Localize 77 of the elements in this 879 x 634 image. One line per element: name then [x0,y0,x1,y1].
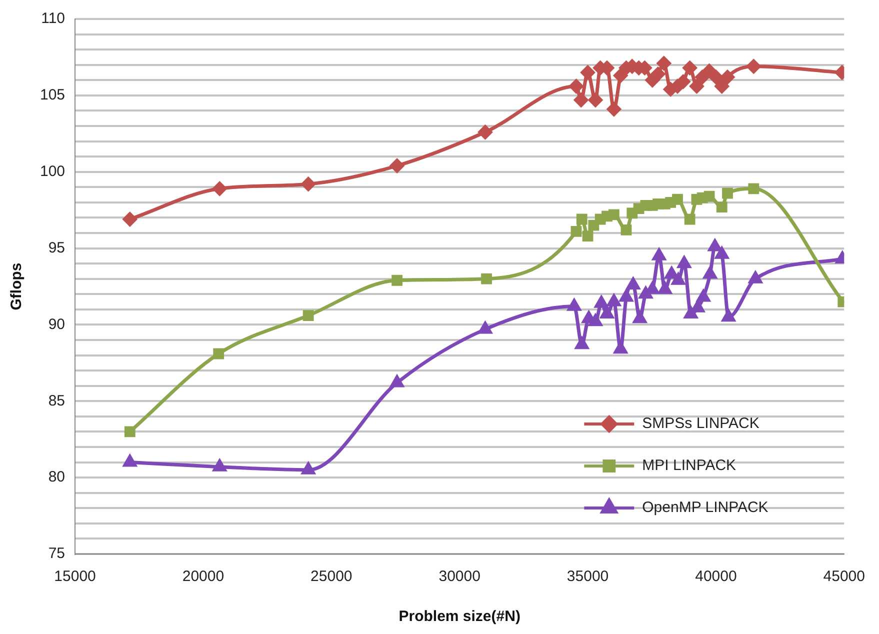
point [632,310,648,324]
point [390,158,405,174]
point [302,310,314,321]
x-tick-label: 25000 [310,568,352,586]
point [672,194,683,205]
point [704,190,715,202]
point [613,68,628,84]
point [696,288,711,302]
x-tick-label: 40000 [695,568,737,586]
point [652,247,666,260]
y-tick-label: 100 [40,163,66,180]
point [606,102,622,117]
y-tick-label: 90 [48,316,66,333]
point [702,266,718,279]
y-tick-label: 80 [48,468,66,486]
point [478,320,493,334]
y-tick-label: 105 [40,86,66,104]
point [746,58,762,74]
point [392,274,402,286]
point [676,255,692,268]
point [689,78,704,94]
point [566,298,582,311]
point [606,293,622,306]
point [721,308,736,322]
point [682,60,698,76]
point [574,92,589,108]
y-tick-label: 95 [48,239,66,256]
point [594,294,609,308]
point [300,176,316,192]
point [748,183,760,194]
x-tick-label: 35000 [566,568,609,586]
point [650,66,666,82]
point [608,209,620,220]
point [122,212,138,227]
point [708,70,724,85]
y-axis-title: Gflops [8,262,26,310]
point [620,224,632,236]
point [670,272,686,285]
legend-label: MPI LINPACK [642,457,736,474]
point [300,461,316,474]
point [588,313,603,326]
x-axis-title: Problem size(#N) [398,608,520,626]
point [714,78,730,94]
point [212,458,228,472]
legend-label: OpenMP LINPACK [642,499,768,516]
x-tick-label: 45000 [823,568,866,586]
point [722,188,733,199]
point [212,181,228,196]
point [576,214,588,225]
point [122,454,138,467]
point [618,288,634,302]
point [568,78,584,94]
point [716,202,728,212]
point [574,336,590,350]
point [656,56,672,71]
legend-label: SMPSs LINPACK [642,415,760,432]
point [580,65,596,80]
y-tick-label: 110 [41,10,66,28]
point [684,214,696,225]
point [708,238,722,252]
point [588,92,603,108]
x-tick-label: 20000 [182,568,224,586]
x-tick-label: 15000 [54,568,96,586]
point [570,226,582,237]
point [748,270,763,284]
point [626,276,641,290]
point [582,230,594,242]
point [714,246,730,259]
point [720,70,735,85]
y-tick-label: 75 [48,545,66,562]
point [658,281,672,294]
point [390,374,404,388]
point [481,273,492,284]
x-tick-label: 30000 [438,568,480,586]
y-tick-label: 85 [48,392,66,410]
point [478,124,493,140]
point [600,306,614,319]
